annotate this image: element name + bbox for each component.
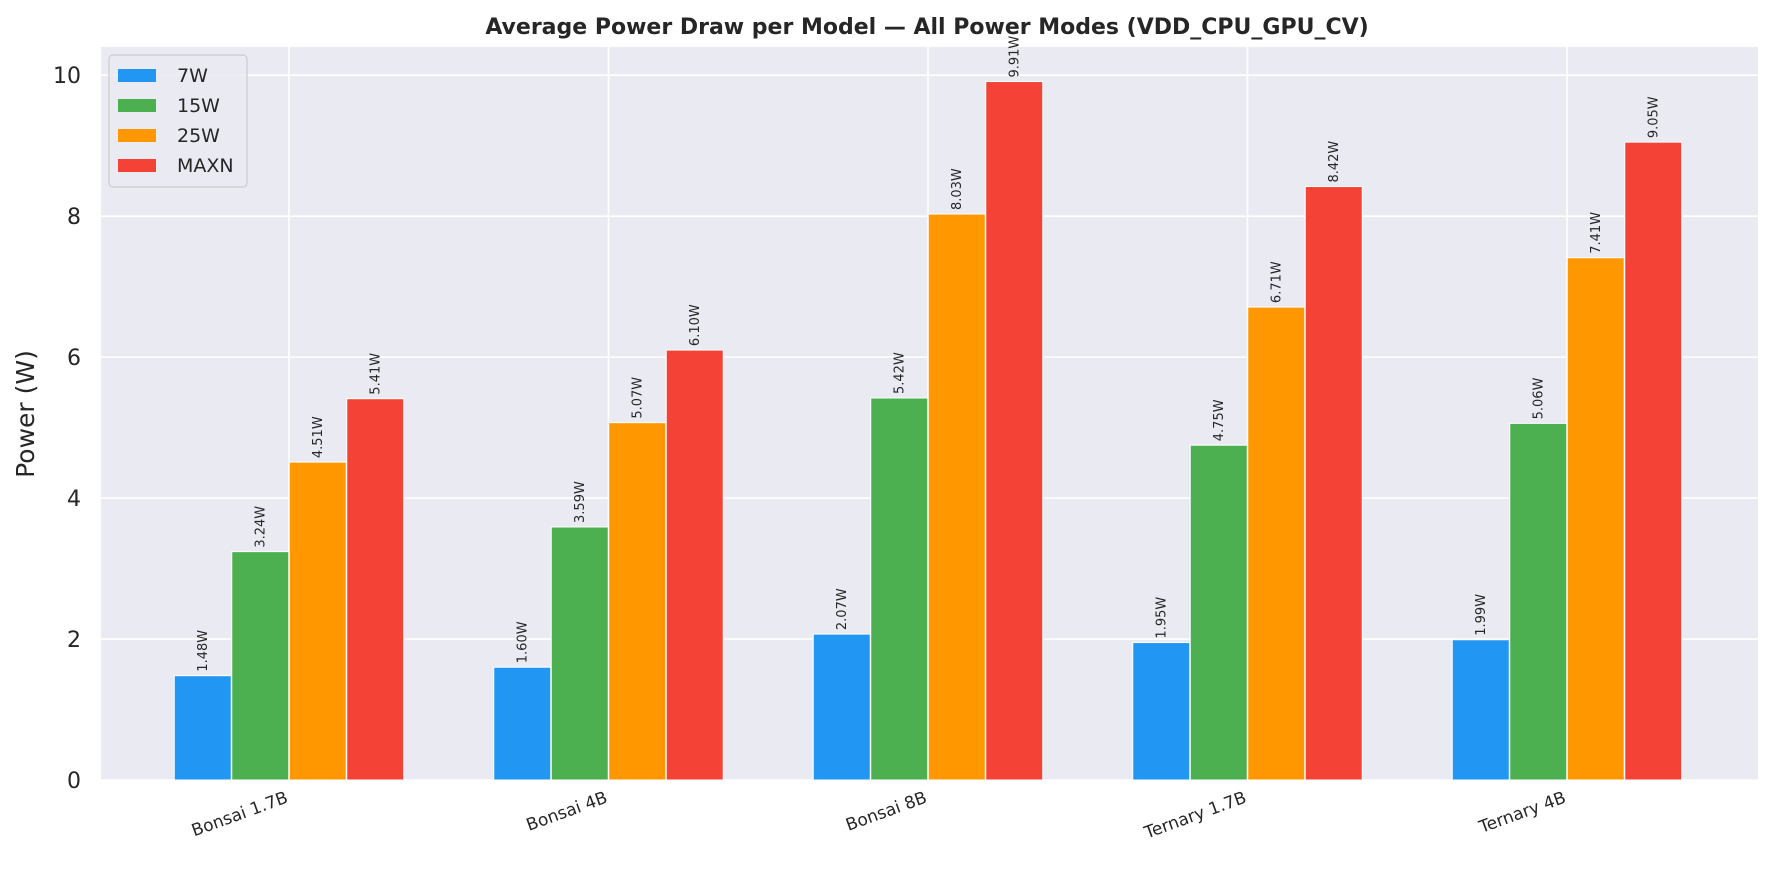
bar — [346, 398, 405, 781]
legend-swatch — [118, 159, 156, 172]
y-tick-label: 6 — [67, 346, 81, 371]
bar — [1509, 422, 1568, 781]
bar — [173, 675, 232, 781]
bar — [870, 397, 929, 781]
legend-swatch — [118, 99, 156, 112]
bar-value-label: 1.99W — [1474, 594, 1489, 636]
legend-label: 25W — [177, 125, 220, 147]
bar — [608, 422, 667, 781]
bar — [1189, 444, 1248, 781]
bar-value-label: 3.59W — [573, 481, 588, 523]
legend: 7W 15W 25W MAXN — [108, 54, 248, 188]
bars — [173, 81, 1683, 781]
chart-title: Average Power Draw per Model — All Power… — [485, 15, 1368, 40]
legend-label: 7W — [177, 65, 208, 87]
bar-value-label: 5.41W — [368, 353, 383, 395]
bar-value-label: 5.42W — [892, 352, 907, 394]
bar — [985, 81, 1044, 781]
bar — [493, 666, 552, 781]
bar-value-label: 4.75W — [1212, 399, 1227, 441]
bar — [665, 349, 724, 781]
bar — [1451, 639, 1510, 781]
bar — [1304, 186, 1363, 781]
bar — [550, 526, 609, 781]
y-ticks: 0 2 4 6 8 10 — [53, 64, 81, 794]
y-tick-label: 4 — [67, 487, 81, 512]
bar — [927, 213, 986, 781]
x-tick-label: Ternary 1.7B — [1141, 788, 1249, 844]
bar-value-label: 2.07W — [835, 588, 850, 630]
x-tick-label: Bonsai 8B — [843, 788, 929, 836]
bar-value-label: 9.05W — [1646, 96, 1661, 138]
bar — [1132, 642, 1191, 781]
bar-value-label: 3.24W — [253, 506, 268, 548]
bar — [231, 551, 290, 781]
y-tick-label: 0 — [67, 769, 81, 794]
bar — [812, 633, 871, 781]
x-tick-label: Ternary 4B — [1476, 788, 1569, 838]
legend-box — [108, 54, 248, 188]
bar-value-label: 8.03W — [950, 168, 965, 210]
bar — [1566, 257, 1625, 781]
legend-label: MAXN — [177, 155, 234, 177]
bar-value-label: 7.41W — [1589, 212, 1604, 254]
x-tick-label: Bonsai 4B — [524, 788, 610, 836]
legend-swatch — [118, 129, 156, 142]
legend-swatch — [118, 69, 156, 82]
y-axis-label: Power (W) — [11, 350, 40, 478]
bar-value-label: 1.95W — [1154, 597, 1169, 639]
bar-value-label: 6.71W — [1269, 261, 1284, 303]
bar-value-label: 9.91W — [1007, 36, 1022, 78]
y-tick-label: 10 — [53, 64, 81, 89]
y-tick-label: 8 — [67, 205, 81, 230]
bar-value-label: 5.07W — [630, 377, 645, 419]
x-ticks: Bonsai 1.7B Bonsai 4B Bonsai 8B Ternary 1.7… — [189, 788, 1569, 844]
bar — [1624, 141, 1683, 781]
y-tick-label: 2 — [67, 628, 81, 653]
bar-labels: 1.48W 1.60W 2.07W 1.95W 1.99W 3.24W 3.59W 5.42W… — [196, 36, 1662, 672]
bar-value-label: 8.42W — [1327, 141, 1342, 183]
legend-label: 15W — [177, 95, 220, 117]
bar — [1247, 306, 1306, 781]
bar-value-label: 6.10W — [688, 304, 703, 346]
bar-value-label: 5.06W — [1531, 377, 1546, 419]
bar-value-label: 4.51W — [311, 416, 326, 458]
bar-value-label: 1.60W — [515, 621, 530, 663]
bar-value-label: 1.48W — [196, 630, 211, 672]
x-tick-label: Bonsai 1.7B — [189, 788, 291, 841]
bar — [288, 461, 347, 781]
